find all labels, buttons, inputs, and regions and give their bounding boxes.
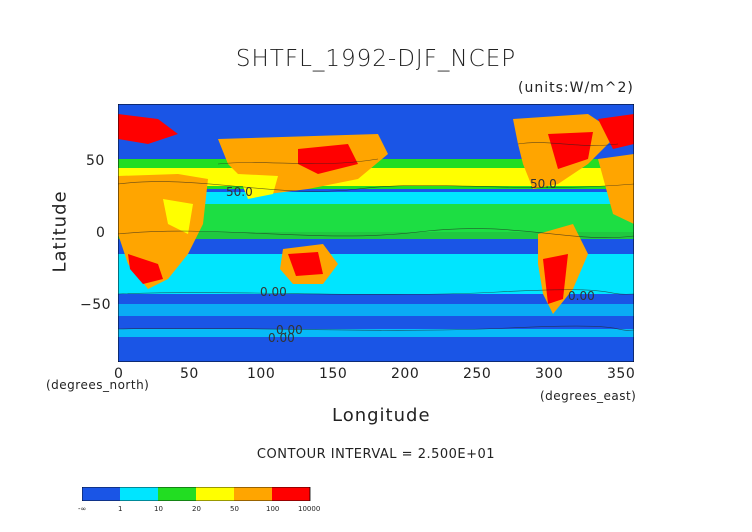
colorbar-label: -∞: [78, 505, 87, 513]
region-australia-core: [288, 252, 323, 276]
region-south-africa: [128, 254, 163, 284]
contour-label: 0.00: [260, 285, 287, 299]
x-axis-title: Longitude: [332, 405, 431, 426]
colorbar-label: 100: [266, 505, 280, 513]
xtick-label: 300: [535, 366, 564, 382]
region-arctic-west: [118, 114, 178, 144]
contour-interval: CONTOUR INTERVAL = 2.500E+01: [256, 447, 496, 462]
colorbar-label: 1: [118, 505, 123, 513]
y-axis-title: Latitude: [49, 190, 71, 273]
units-label: (units:W/m^2): [518, 80, 634, 96]
contour-label: 50.0: [530, 177, 557, 191]
map-title: SHTFL_1992-DJF_NCEP: [235, 46, 517, 72]
contour-label: 0.00: [276, 323, 303, 337]
band-antarctic: [118, 344, 634, 362]
xtick-label: 0: [114, 366, 124, 382]
region-siberia: [298, 144, 358, 174]
colorbar-swatch: [158, 487, 196, 501]
region-central-africa: [163, 199, 193, 234]
heatmap-plot: 50.0 50.0 0.00 0.00 0.00 0.00: [118, 104, 634, 362]
x-units-note: (degrees_east): [540, 389, 637, 403]
region-arctic-east: [598, 114, 634, 149]
colorbar-swatch: [196, 487, 234, 501]
xtick-label: 100: [247, 366, 276, 382]
contour-label: 0.00: [568, 289, 595, 303]
xtick-label: 250: [463, 366, 492, 382]
contour-label: 50.0: [226, 185, 253, 199]
colorbar-swatch: [82, 487, 120, 501]
band-south-cyan-2: [118, 304, 634, 316]
colorbar-swatch: [120, 487, 158, 501]
colorbar: [82, 487, 311, 501]
colorbar-swatch: [272, 487, 310, 501]
region-north-america-core: [548, 132, 593, 169]
colorbar-label: 10000: [298, 505, 321, 513]
colorbar-label: 10: [154, 505, 163, 513]
xtick-label: 200: [391, 366, 420, 382]
region-india: [238, 174, 278, 199]
colorbar-swatch: [234, 487, 272, 501]
y-units-note: (degrees_north): [46, 378, 150, 392]
band-antarctic-cyan: [118, 329, 634, 337]
region-atlantic-east: [598, 154, 634, 224]
ytick-label: 0: [96, 225, 106, 241]
colorbar-label: 50: [230, 505, 239, 513]
ytick-label: 50: [86, 153, 105, 169]
region-andes: [543, 254, 568, 304]
ytick-label: −50: [80, 297, 112, 313]
contour-lines: [118, 142, 634, 331]
xtick-label: 150: [319, 366, 348, 382]
xtick-label: 50: [180, 366, 199, 382]
xtick-label: 350: [607, 366, 636, 382]
contour-label: 0.00: [268, 331, 295, 345]
colorbar-label: 20: [192, 505, 201, 513]
